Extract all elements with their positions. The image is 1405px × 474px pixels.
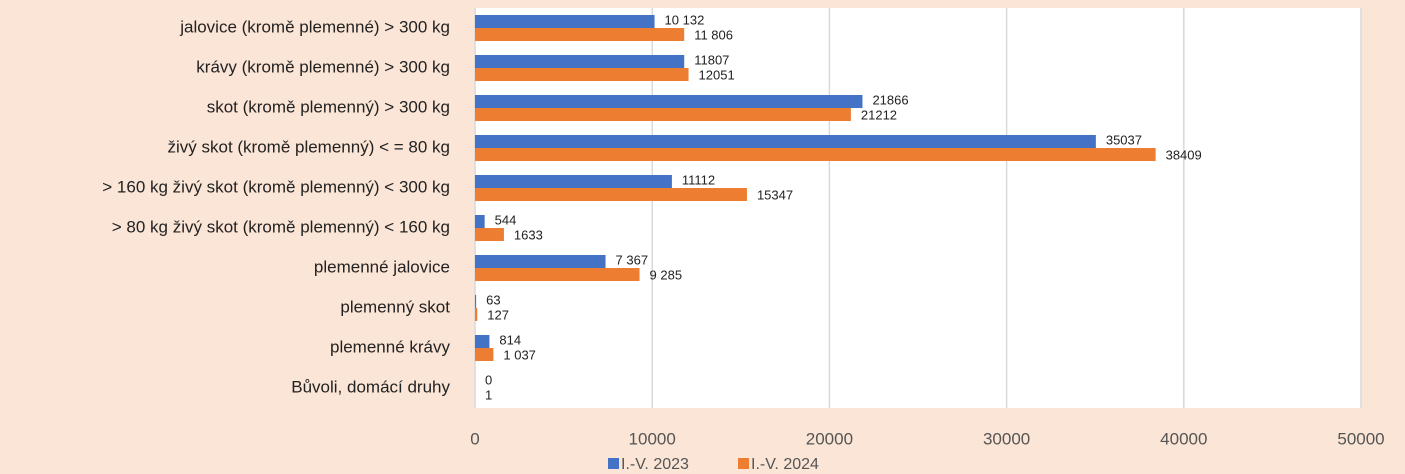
value-label: 10 132 <box>665 12 705 27</box>
bar <box>475 295 477 308</box>
bar <box>475 175 672 188</box>
x-tick-label: 30000 <box>983 429 1030 448</box>
category-label: plemenné jalovice <box>314 257 450 276</box>
category-label: > 80 kg živý skot (kromě plemenný) < 160… <box>112 217 450 236</box>
bar <box>475 215 485 228</box>
value-label: 127 <box>487 307 509 322</box>
bar <box>475 348 494 361</box>
value-label: 35037 <box>1106 132 1142 147</box>
bar <box>475 68 689 81</box>
value-label: 544 <box>495 212 517 227</box>
value-label: 1633 <box>514 227 543 242</box>
bar <box>475 308 478 321</box>
value-label: 1 037 <box>503 347 536 362</box>
value-label: 0 <box>485 372 492 387</box>
value-label: 63 <box>486 292 500 307</box>
bar <box>475 108 851 121</box>
x-tick-label: 40000 <box>1160 429 1207 448</box>
legend-swatch <box>608 458 619 469</box>
value-label: 11112 <box>682 172 715 187</box>
value-label: 15347 <box>757 187 793 202</box>
bar <box>475 95 863 108</box>
value-label: 11807 <box>694 52 729 67</box>
x-tick-label: 50000 <box>1337 429 1384 448</box>
value-label: 814 <box>499 332 521 347</box>
category-label: skot (kromě plemenný) > 300 kg <box>207 97 450 116</box>
value-label: 1 <box>485 387 492 402</box>
bar <box>475 148 1156 161</box>
category-label: > 160 kg živý skot (kromě plemenný) < 30… <box>102 177 450 196</box>
category-label: Bůvoli, domácí druhy <box>291 377 450 396</box>
bar <box>475 55 685 68</box>
x-tick-label: 20000 <box>806 429 853 448</box>
x-tick-label: 0 <box>470 429 479 448</box>
category-label: plemenné krávy <box>330 337 451 356</box>
value-label: 12051 <box>699 67 735 82</box>
value-label: 21866 <box>872 92 908 107</box>
legend-label: I.-V. 2024 <box>751 456 819 473</box>
category-label: živý skot (kromě plemenný) < = 80 kg <box>167 137 450 156</box>
bar <box>475 135 1096 148</box>
bar <box>475 15 655 28</box>
legend-label: I.-V. 2023 <box>621 456 689 473</box>
legend-swatch <box>738 458 749 469</box>
value-label: 21212 <box>861 107 897 122</box>
value-label: 38409 <box>1166 147 1202 162</box>
category-label: plemenný skot <box>340 297 450 316</box>
bar <box>475 268 640 281</box>
category-label: krávy (kromě plemenné) > 300 kg <box>196 57 450 76</box>
x-tick-label: 10000 <box>629 429 676 448</box>
bar <box>475 228 504 241</box>
value-label: 7 367 <box>616 252 649 267</box>
value-label: 11 806 <box>694 27 733 42</box>
bar <box>475 188 747 201</box>
bar <box>475 255 606 268</box>
bar <box>475 335 490 348</box>
category-label: jalovice (kromě plemenné) > 300 kg <box>179 17 450 36</box>
value-label: 9 285 <box>650 267 683 282</box>
bar <box>475 28 685 41</box>
